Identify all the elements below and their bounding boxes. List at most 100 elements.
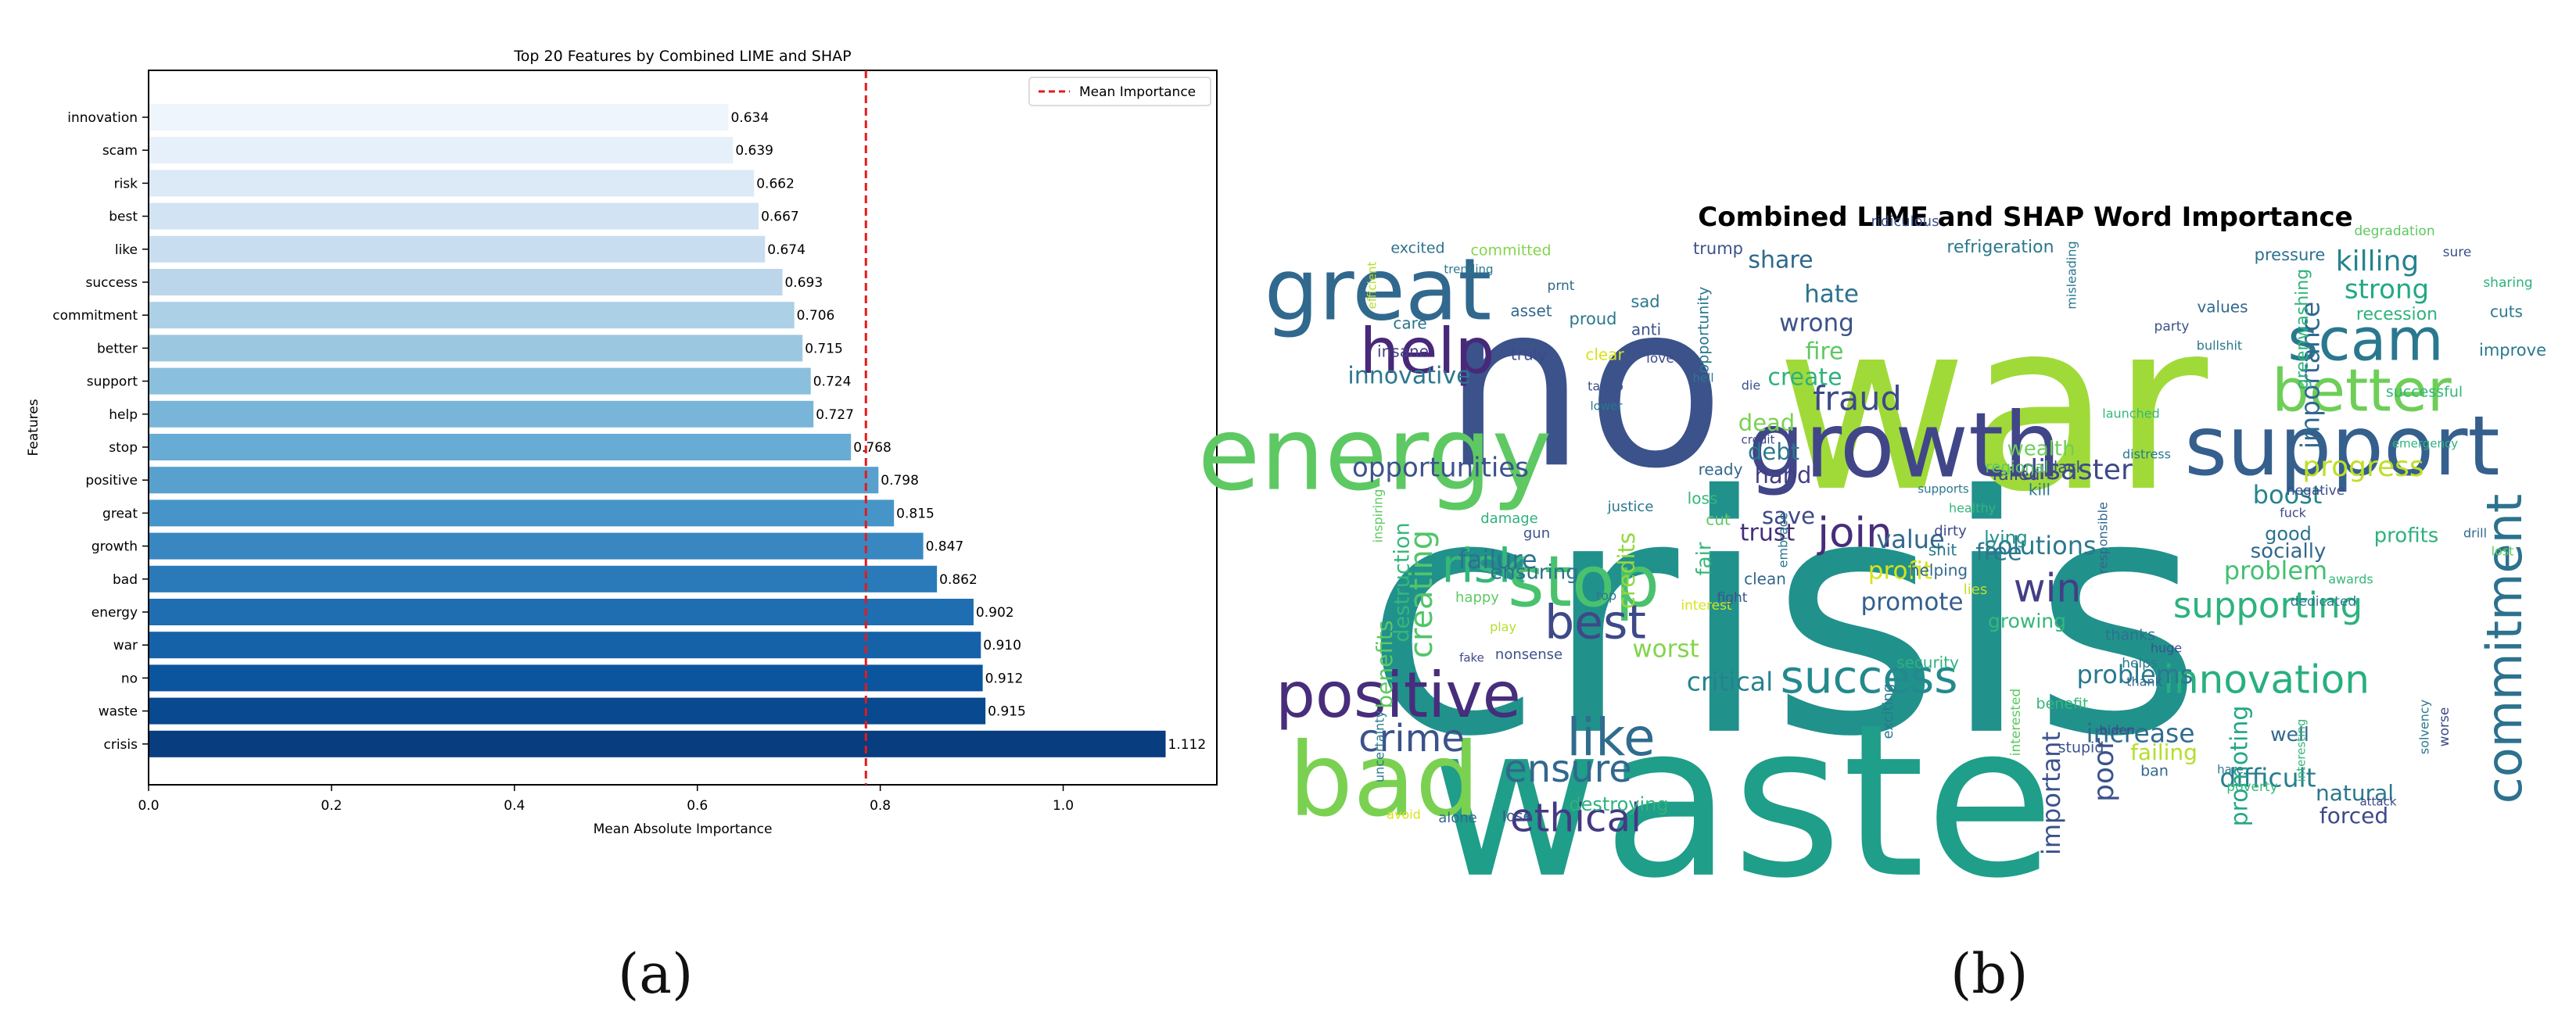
word-healthy: healthy	[1949, 501, 1996, 516]
x-tick-label: 0.6	[687, 798, 708, 814]
bar-great	[149, 499, 895, 527]
bar-value-label: 0.910	[983, 638, 1021, 653]
word-ensure: ensure	[1504, 747, 1632, 791]
word-interesting: interesting	[2294, 719, 2309, 782]
word-poverty: poverty	[2226, 779, 2277, 795]
word-great: great	[1265, 239, 1492, 339]
y-tick-label: war	[113, 638, 138, 653]
word-opportunity: opportunity	[1695, 287, 1713, 374]
word-gun: gun	[1523, 525, 1550, 542]
word-promoting: promoting	[2226, 706, 2254, 827]
word-natural: natural	[2316, 780, 2394, 806]
bar-help	[149, 400, 814, 428]
word-successful: successful	[2386, 384, 2463, 401]
y-tick-label: success	[86, 275, 138, 291]
y-tick-label: waste	[99, 704, 138, 720]
word-forced: forced	[2319, 803, 2388, 829]
word-interest: interest	[1681, 598, 1732, 614]
bar-energy	[149, 599, 974, 625]
word-drill: drill	[2463, 526, 2487, 541]
word-dirty: dirty	[1934, 523, 1967, 539]
bar-stop	[149, 434, 852, 460]
word-lack: lack	[2054, 458, 2086, 477]
bar-value-label: 0.815	[896, 506, 935, 521]
word-lying: lying	[1984, 528, 2028, 549]
word-free: free	[1975, 539, 2022, 567]
word-huge: huge	[2151, 641, 2182, 656]
y-tick-label: no	[121, 671, 138, 686]
y-tick-label: crisis	[104, 737, 138, 753]
word-positive: positive	[1275, 659, 1521, 732]
word-profit: profit	[1868, 557, 1932, 585]
panel-label-b: (b)	[1950, 942, 2029, 1006]
word-crime: crime	[1358, 717, 1465, 761]
word-debt: debt	[1748, 439, 1799, 465]
word-regional: regional	[1985, 458, 2048, 477]
word-asset: asset	[1510, 302, 1552, 320]
word-trust: trust	[1740, 520, 1796, 547]
bar-value-label: 0.727	[816, 407, 854, 423]
word-solutions: solutions	[1984, 531, 2096, 560]
word-importance: importance	[2295, 302, 2326, 449]
x-tick-label: 0.4	[504, 798, 525, 814]
word-party: party	[2154, 319, 2190, 335]
word-security: security	[1896, 653, 1959, 672]
word-opportunities: opportunities	[1352, 453, 1529, 484]
y-axis-label: Features	[26, 399, 41, 456]
y-tick-label: positive	[85, 473, 138, 489]
word-hate: hate	[1804, 281, 1859, 309]
word-crisis: crisis	[1363, 427, 2204, 809]
word-thanks: thanks	[2105, 627, 2155, 644]
word-clean: clean	[1744, 570, 1786, 589]
word-fuck: fuck	[2280, 506, 2307, 521]
y-tick-label: like	[115, 242, 138, 258]
word-loss: loss	[1688, 489, 1718, 508]
word-worst: worst	[1632, 635, 1699, 664]
word-creating: creating	[1404, 530, 1440, 658]
y-tick-label: energy	[91, 605, 138, 621]
word-justice: justice	[1607, 499, 1654, 515]
word-critical: critical	[1687, 667, 1774, 697]
word-emergency: emergency	[2392, 437, 2458, 451]
word-love: love	[1646, 351, 1674, 367]
bar-value-label: 0.724	[813, 374, 852, 390]
word-hare: hare	[2217, 763, 2244, 777]
word-top: top	[1596, 589, 1616, 603]
word-worse: worse	[2437, 707, 2452, 747]
y-tick-label: great	[102, 506, 138, 521]
word-increase: increase	[2086, 718, 2194, 749]
word-greenwashing: greenwashing	[2293, 269, 2312, 389]
word-destruction: destruction	[1390, 522, 1415, 642]
word-committed: committed	[1470, 242, 1551, 260]
word-win: win	[2014, 566, 2081, 611]
word-well: well	[2270, 723, 2309, 746]
y-tick-label: risk	[114, 176, 138, 192]
word-alone: alone	[1438, 810, 1477, 826]
bar-positive	[149, 467, 879, 494]
bar-commitment	[149, 302, 795, 329]
word-problems: problems	[2076, 660, 2193, 689]
word-wrong: wrong	[1779, 310, 1854, 338]
y-tick-label: support	[87, 374, 138, 390]
bar-risk	[149, 170, 755, 197]
bar-value-label: 0.715	[805, 341, 843, 356]
word-create: create	[1767, 364, 1842, 392]
word-refrigeration: refrigeration	[1946, 238, 2054, 257]
word-killing: killing	[2336, 245, 2420, 277]
y-tick-label: commitment	[52, 308, 138, 324]
word-sad: sad	[1631, 292, 1659, 311]
bar-value-label: 0.639	[735, 143, 773, 159]
word-growing: growing	[1988, 610, 2066, 632]
word-play: play	[1490, 620, 1516, 635]
bar-value-label: 0.662	[756, 176, 795, 192]
word-improve: improve	[2479, 341, 2546, 360]
word-launched: launched	[2102, 406, 2159, 421]
word-stop: stop	[1508, 541, 1659, 623]
bar-success	[149, 269, 783, 295]
word-prnt: prnt	[1548, 278, 1575, 294]
word-sharing: sharing	[2483, 275, 2532, 291]
word-proud: proud	[1570, 310, 1617, 328]
word-waste: waste	[1430, 678, 2055, 925]
bar-value-label: 0.693	[784, 275, 823, 291]
